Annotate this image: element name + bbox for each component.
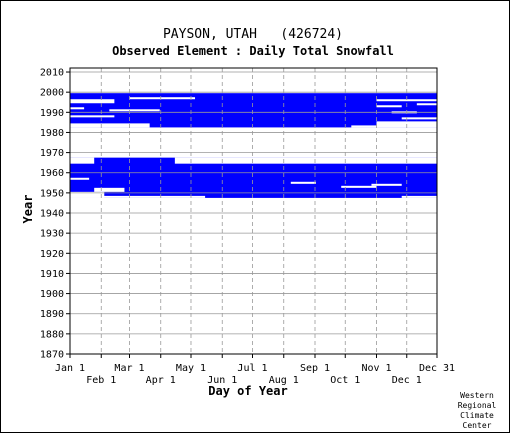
missing-gap bbox=[70, 107, 85, 110]
missing-gap bbox=[70, 123, 150, 128]
credit-line: Center bbox=[463, 421, 492, 430]
missing-gap bbox=[70, 177, 90, 180]
record-block bbox=[70, 157, 437, 198]
missing-gap bbox=[376, 105, 402, 108]
missing-gap bbox=[70, 195, 206, 198]
missing-gap bbox=[401, 117, 437, 120]
y-tick-label: 1930 bbox=[40, 229, 64, 240]
missing-gap bbox=[70, 191, 105, 198]
missing-gap bbox=[174, 157, 437, 164]
y-tick-labels: 1870 1880 1890 1900 1910 1920 1930 1940 1950 1960… bbox=[40, 68, 70, 361]
credit-line: Western bbox=[460, 391, 494, 400]
y-axis-label: Year bbox=[21, 195, 35, 224]
x-tick-label: Dec 1 bbox=[392, 375, 422, 386]
y-tick-label: 1870 bbox=[40, 350, 64, 361]
missing-gap bbox=[94, 187, 125, 192]
missing-gap bbox=[129, 97, 196, 100]
missing-gap bbox=[351, 125, 377, 128]
x-tick-label: Dec 31 bbox=[419, 363, 455, 374]
x-tick-label: Feb 1 bbox=[86, 375, 116, 386]
y-tick-label: 2000 bbox=[40, 88, 64, 99]
x-tick-label: Jan 1 bbox=[55, 363, 85, 374]
x-tick-label: Mar 1 bbox=[114, 363, 144, 374]
missing-gap bbox=[341, 185, 377, 188]
missing-gap bbox=[290, 181, 317, 184]
y-tick-label: 1890 bbox=[40, 309, 64, 320]
x-tick-label: Aug 1 bbox=[269, 375, 299, 386]
x-tick-label: Oct 1 bbox=[330, 375, 360, 386]
y-tick-label: 1900 bbox=[40, 289, 64, 300]
x-tick-label: Apr 1 bbox=[146, 375, 176, 386]
x-tick-labels: Jan 1 Mar 1 May 1 Jul 1 Sep 1 Nov 1 Dec 31 Feb … bbox=[55, 354, 455, 386]
x-tick-label: Jul 1 bbox=[237, 363, 267, 374]
y-tick-label: 1940 bbox=[40, 209, 64, 220]
plot-border bbox=[69, 67, 438, 355]
missing-gap bbox=[371, 183, 402, 186]
axes bbox=[69, 67, 438, 355]
credit-line: Climate bbox=[460, 411, 494, 420]
y-tick-label: 1950 bbox=[40, 188, 64, 199]
y-tick-label: 1910 bbox=[40, 269, 64, 280]
x-tick-label: May 1 bbox=[176, 363, 206, 374]
chart-subtitle: Observed Element : Daily Total Snowfall bbox=[112, 44, 394, 58]
x-tick-label: Nov 1 bbox=[361, 363, 391, 374]
x-tick-label: Jun 1 bbox=[207, 375, 237, 386]
y-tick-label: 1970 bbox=[40, 148, 64, 159]
credit-line: Regional bbox=[458, 401, 497, 410]
missing-gap bbox=[401, 195, 437, 198]
y-tick-label: 2010 bbox=[40, 68, 64, 79]
y-tick-label: 1960 bbox=[40, 168, 64, 179]
chart-title: PAYSON, UTAH (426724) bbox=[163, 27, 343, 42]
missing-gap bbox=[70, 99, 115, 104]
missing-gap bbox=[70, 157, 95, 164]
y-tick-label: 1880 bbox=[40, 329, 64, 340]
data-marks bbox=[70, 93, 437, 198]
x-axis-label: Day of Year bbox=[208, 384, 287, 398]
y-tick-label: 1980 bbox=[40, 128, 64, 139]
missing-gap bbox=[70, 115, 115, 118]
missing-gap bbox=[109, 109, 160, 112]
y-tick-label: 1920 bbox=[40, 249, 64, 260]
x-tick-label: Sep 1 bbox=[300, 363, 330, 374]
missing-gap bbox=[416, 103, 437, 106]
y-tick-label: 1990 bbox=[40, 108, 64, 119]
missing-gap bbox=[376, 99, 437, 102]
